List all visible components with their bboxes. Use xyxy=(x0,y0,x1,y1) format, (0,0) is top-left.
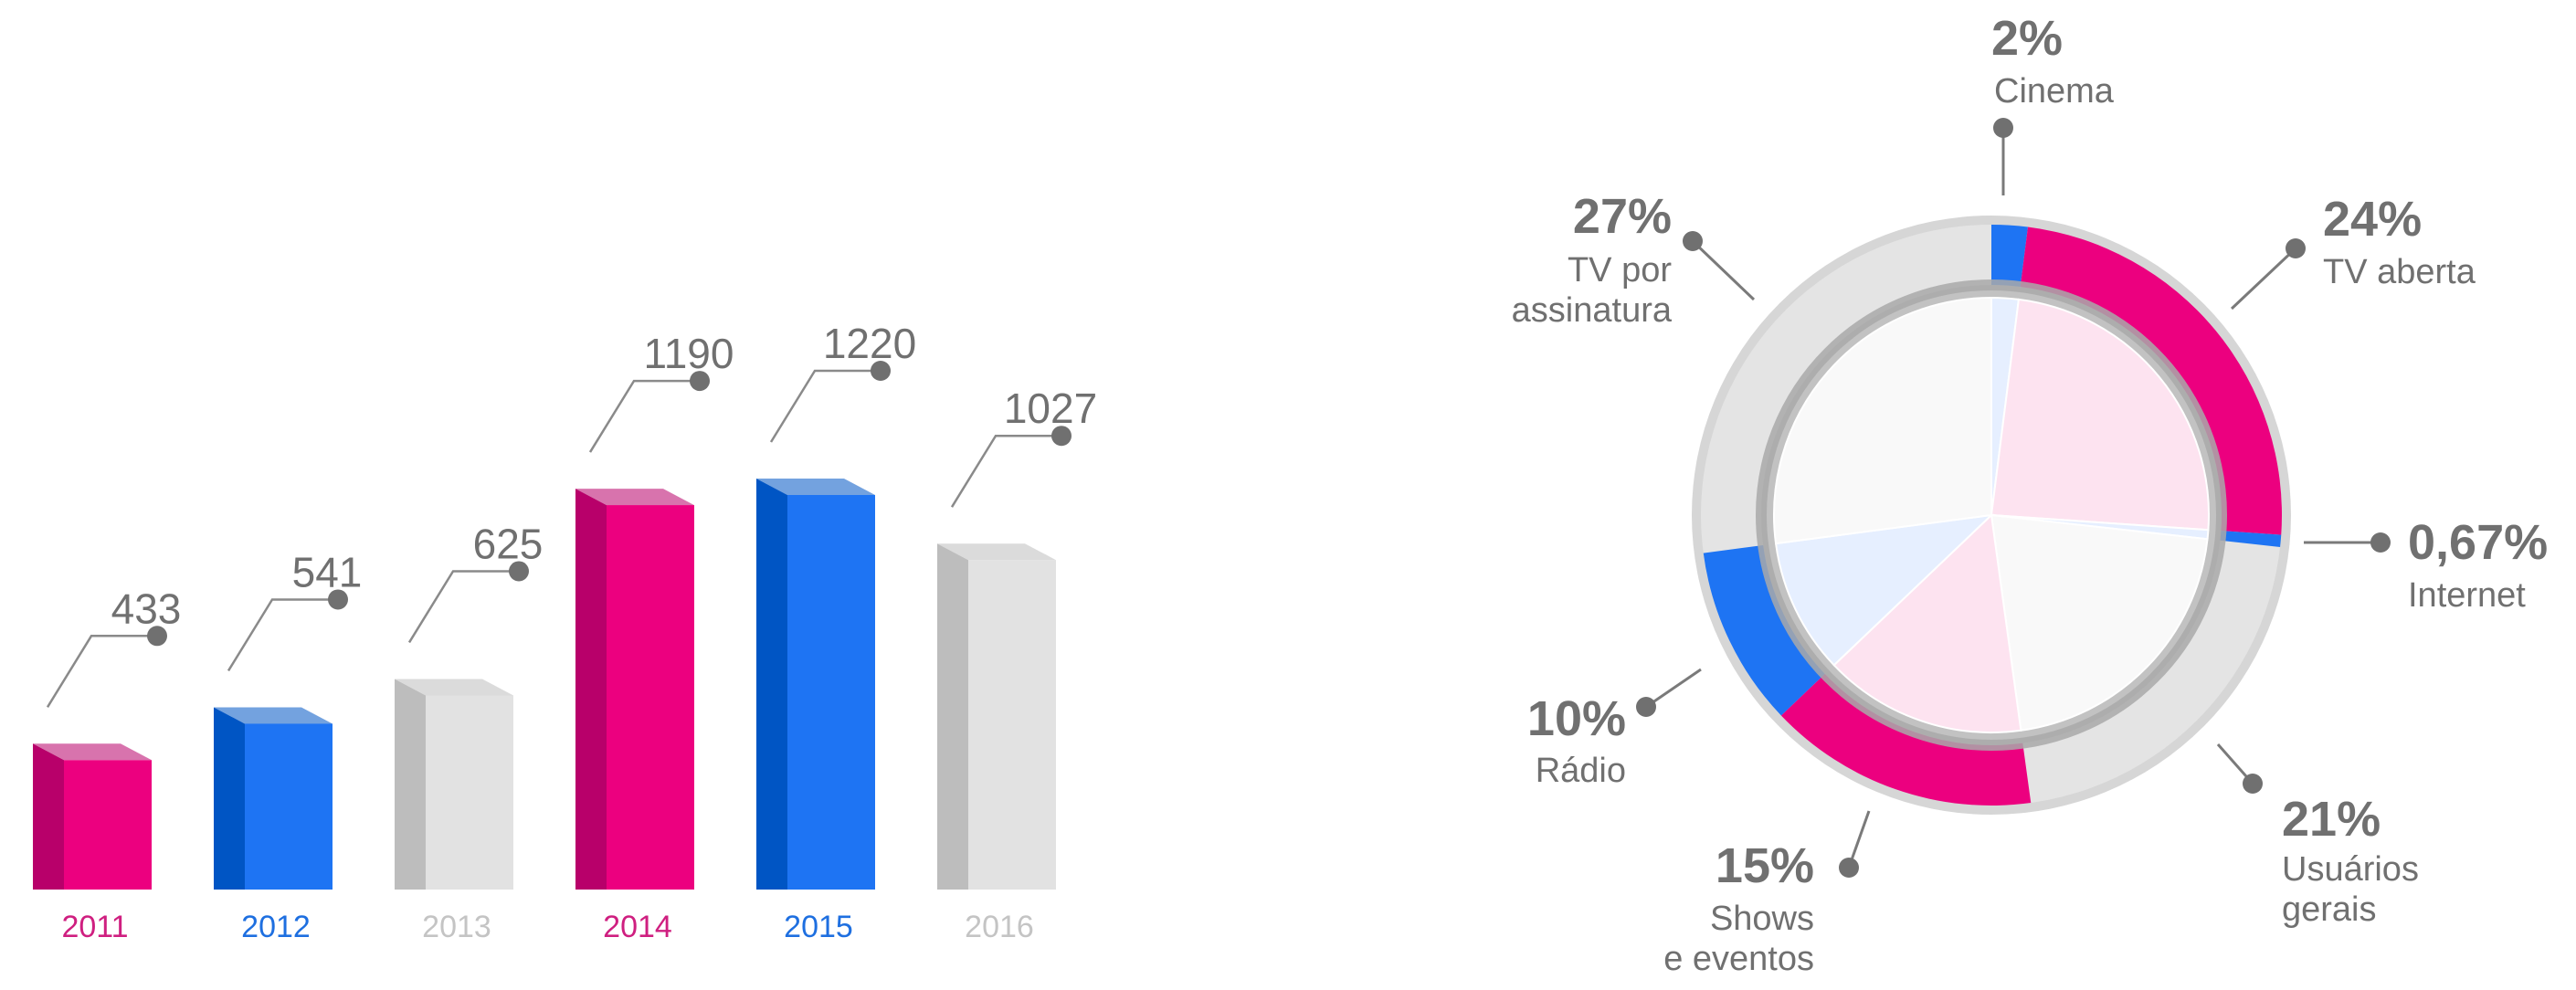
ring-segment xyxy=(1780,673,2032,806)
year-label: 2014 xyxy=(603,910,672,944)
leader-dot xyxy=(1993,118,2013,138)
bar-2011: 433 2011 xyxy=(33,585,181,944)
value-leader-dot xyxy=(1051,426,1072,447)
pie-slice xyxy=(1774,513,1994,667)
pie-slice xyxy=(1990,513,2209,732)
value-label: 1220 xyxy=(823,320,916,367)
leader-line xyxy=(1691,239,1756,301)
slice-label-2: 24% TV aberta xyxy=(2230,192,2476,311)
pie-slice xyxy=(1832,512,2022,733)
ring-segment xyxy=(1991,225,2028,288)
bar-top-face xyxy=(756,479,875,495)
bar-side-face xyxy=(33,743,64,890)
leader-dot xyxy=(2243,774,2263,794)
percent-label: 0,67% xyxy=(2408,515,2548,570)
bar-2015: 1220 2015 xyxy=(756,320,916,944)
donut-chart: 2% Cinema 24% TV aberta 0,67% Internet 21%Usuá… xyxy=(1512,11,2548,978)
category-label: Shows xyxy=(1710,900,1814,938)
pie-slice xyxy=(1773,296,1992,545)
category-label: Rádio xyxy=(1536,752,1626,790)
leader-dot xyxy=(1683,231,1703,251)
percent-label: 24% xyxy=(2323,192,2422,247)
year-label: 2013 xyxy=(422,910,491,944)
bar-front-face xyxy=(64,760,152,890)
value-leader-line xyxy=(46,635,157,708)
slice-label-6: 10% Rádio xyxy=(1527,668,1702,790)
ring-segment xyxy=(1703,544,1825,716)
category-label: Cinema xyxy=(1994,72,2115,111)
bar-top-face xyxy=(937,543,1056,561)
category-label: Usuários xyxy=(2282,850,2419,889)
ring-segment xyxy=(2220,531,2282,548)
bar-front-face xyxy=(245,723,333,890)
category-label-line2: assinatura xyxy=(1512,291,1673,330)
bar-front-face xyxy=(787,495,875,890)
category-label: TV por xyxy=(1568,251,1672,290)
value-leader-dot xyxy=(328,589,348,610)
bar-2016: 1027 2016 xyxy=(937,384,1097,944)
bar-side-face xyxy=(214,707,245,890)
percent-label: 2% xyxy=(1991,11,2063,66)
year-label: 2016 xyxy=(965,910,1034,944)
leader-dot xyxy=(1636,697,1656,717)
bar-2012: 541 2012 xyxy=(214,548,362,944)
value-leader-line xyxy=(769,369,881,443)
category-label-line2: gerais xyxy=(2282,890,2377,929)
bar-top-face xyxy=(575,489,694,506)
percent-label: 10% xyxy=(1527,691,1626,746)
value-leader-line xyxy=(588,379,700,453)
bar-side-face xyxy=(395,679,426,890)
leader-dot xyxy=(2286,238,2306,258)
value-label: 541 xyxy=(292,548,363,595)
value-leader-dot xyxy=(871,361,891,381)
bar-top-face xyxy=(395,679,513,696)
value-label: 433 xyxy=(111,585,182,632)
value-leader-dot xyxy=(690,371,710,392)
bar-top-face xyxy=(33,743,152,761)
bar-side-face xyxy=(575,489,607,890)
category-label: TV aberta xyxy=(2323,253,2476,291)
bar-chart: 433 2011 541 2012 625 2013 1190 2014 1220 2015 102… xyxy=(33,320,1097,944)
bar-2013: 625 2013 xyxy=(395,520,543,944)
bar-2014: 1190 2014 xyxy=(575,330,734,944)
value-label: 1027 xyxy=(1004,384,1097,432)
category-label: Internet xyxy=(2408,576,2526,615)
bar-front-face xyxy=(426,695,513,890)
value-label: 1190 xyxy=(644,330,734,377)
year-label: 2012 xyxy=(241,910,311,944)
leader-line xyxy=(2230,247,2297,311)
slice-label-1: 2% Cinema xyxy=(1991,11,2115,195)
category-label-line2: e eventos xyxy=(1663,940,1814,978)
value-leader-dot xyxy=(509,561,529,582)
bar-top-face xyxy=(214,707,333,724)
leader-line xyxy=(1645,668,1702,709)
pie-slice xyxy=(1990,298,2210,532)
bar-side-face xyxy=(937,543,968,890)
slice-label-3: 0,67% Internet xyxy=(2304,515,2548,615)
value-leader-line xyxy=(407,570,519,644)
percent-label: 15% xyxy=(1716,838,1814,893)
donut-inner-ring-line xyxy=(1756,279,2227,751)
leader-dot xyxy=(2370,532,2391,553)
leader-dot xyxy=(1839,858,1859,878)
value-leader-line xyxy=(227,598,338,672)
percent-label: 27% xyxy=(1573,189,1672,244)
value-leader-line xyxy=(950,434,1061,508)
value-leader-dot xyxy=(147,626,167,647)
bar-front-face xyxy=(968,560,1056,890)
year-label: 2015 xyxy=(784,910,853,944)
bar-front-face xyxy=(607,505,694,890)
year-label: 2011 xyxy=(61,910,128,944)
bar-side-face xyxy=(756,479,787,890)
value-label: 625 xyxy=(473,520,544,567)
percent-label: 21% xyxy=(2282,792,2381,847)
